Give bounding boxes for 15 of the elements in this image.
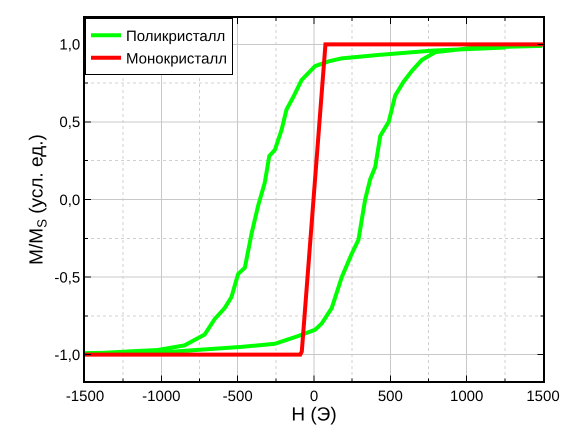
x-tick-label: 1000 <box>450 388 484 405</box>
x-axis-title: H (Э) <box>291 404 337 426</box>
x-tick-label: -1500 <box>66 388 104 405</box>
y-tick-label: 1,0 <box>59 36 80 54</box>
x-tick-label: -500 <box>222 388 253 405</box>
legend-label: Монокристалл <box>126 50 227 68</box>
legend-label: Поликристалл <box>126 28 226 46</box>
x-tick-label: 500 <box>378 388 403 405</box>
x-tick-label: 0 <box>310 388 318 405</box>
x-tick-label: 1500 <box>526 388 560 405</box>
y-tick-label: 0,0 <box>59 192 80 209</box>
x-tick-label: -1000 <box>142 388 181 405</box>
y-tick-label: 0,5 <box>59 114 80 132</box>
y-tick-label: -1,0 <box>54 346 80 364</box>
y-tick-label: -0,5 <box>54 269 80 286</box>
